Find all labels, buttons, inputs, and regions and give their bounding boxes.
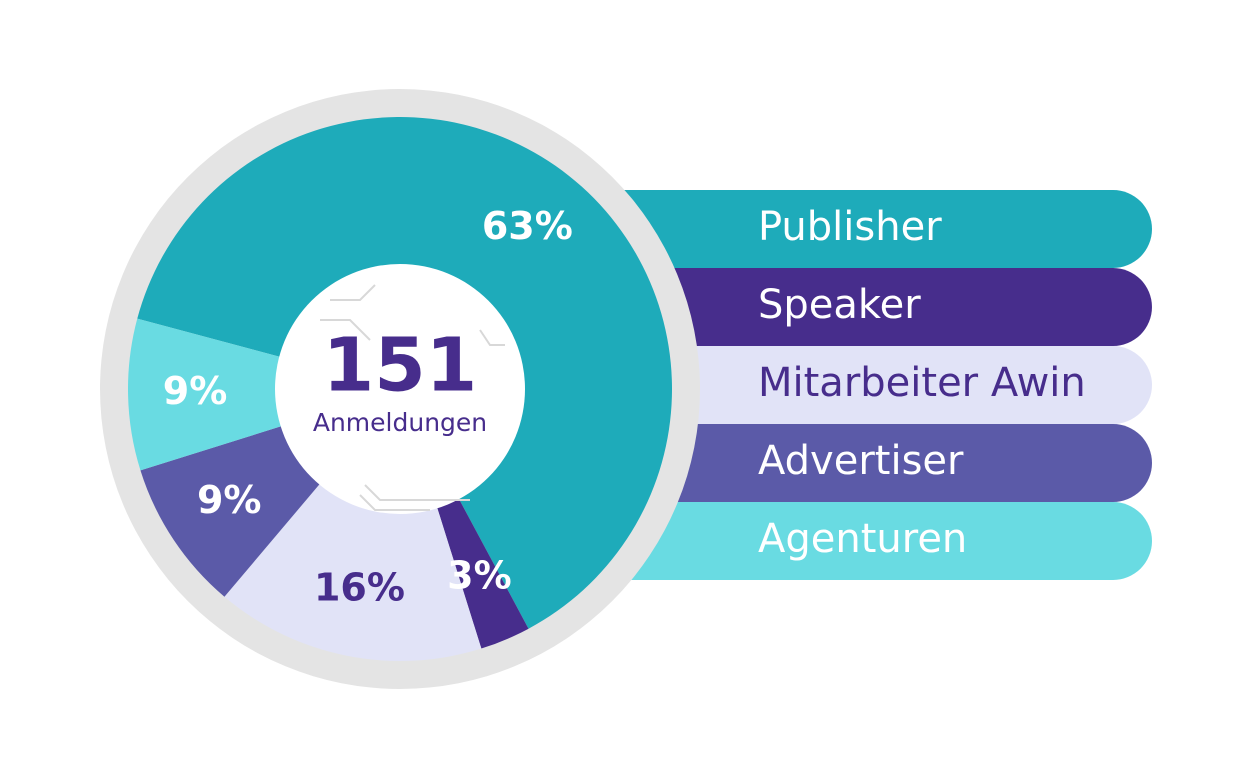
legend-swatch [600, 346, 1152, 424]
slice-label: 16% [314, 565, 405, 609]
circuit-decoration [320, 284, 505, 511]
legend-swatch [600, 268, 1152, 346]
slice-label: 9% [197, 478, 262, 522]
legend-label: Advertiser [758, 438, 964, 484]
legend-swatch [600, 190, 1152, 268]
slice-label: 63% [482, 204, 573, 248]
legend: Publisher Speaker Mitarbeiter Awin Advertis… [600, 190, 1152, 580]
donut-slice [127, 318, 400, 471]
legend-label: Speaker [758, 282, 921, 328]
slice-labels: 63% 3% 16% 9% 9% [163, 204, 573, 610]
legend-label: Agenturen [758, 516, 967, 562]
legend-label: Mitarbeiter Awin [758, 360, 1086, 406]
donut-hole [275, 264, 525, 514]
slice-label: 9% [163, 369, 228, 413]
legend-swatch [600, 424, 1152, 502]
slice-label: 3% [447, 553, 512, 597]
center-value: 151 [323, 323, 477, 409]
legend-swatch [600, 502, 1152, 580]
center-label: Anmeldungen [313, 408, 487, 437]
legend-label: Publisher [758, 204, 942, 250]
